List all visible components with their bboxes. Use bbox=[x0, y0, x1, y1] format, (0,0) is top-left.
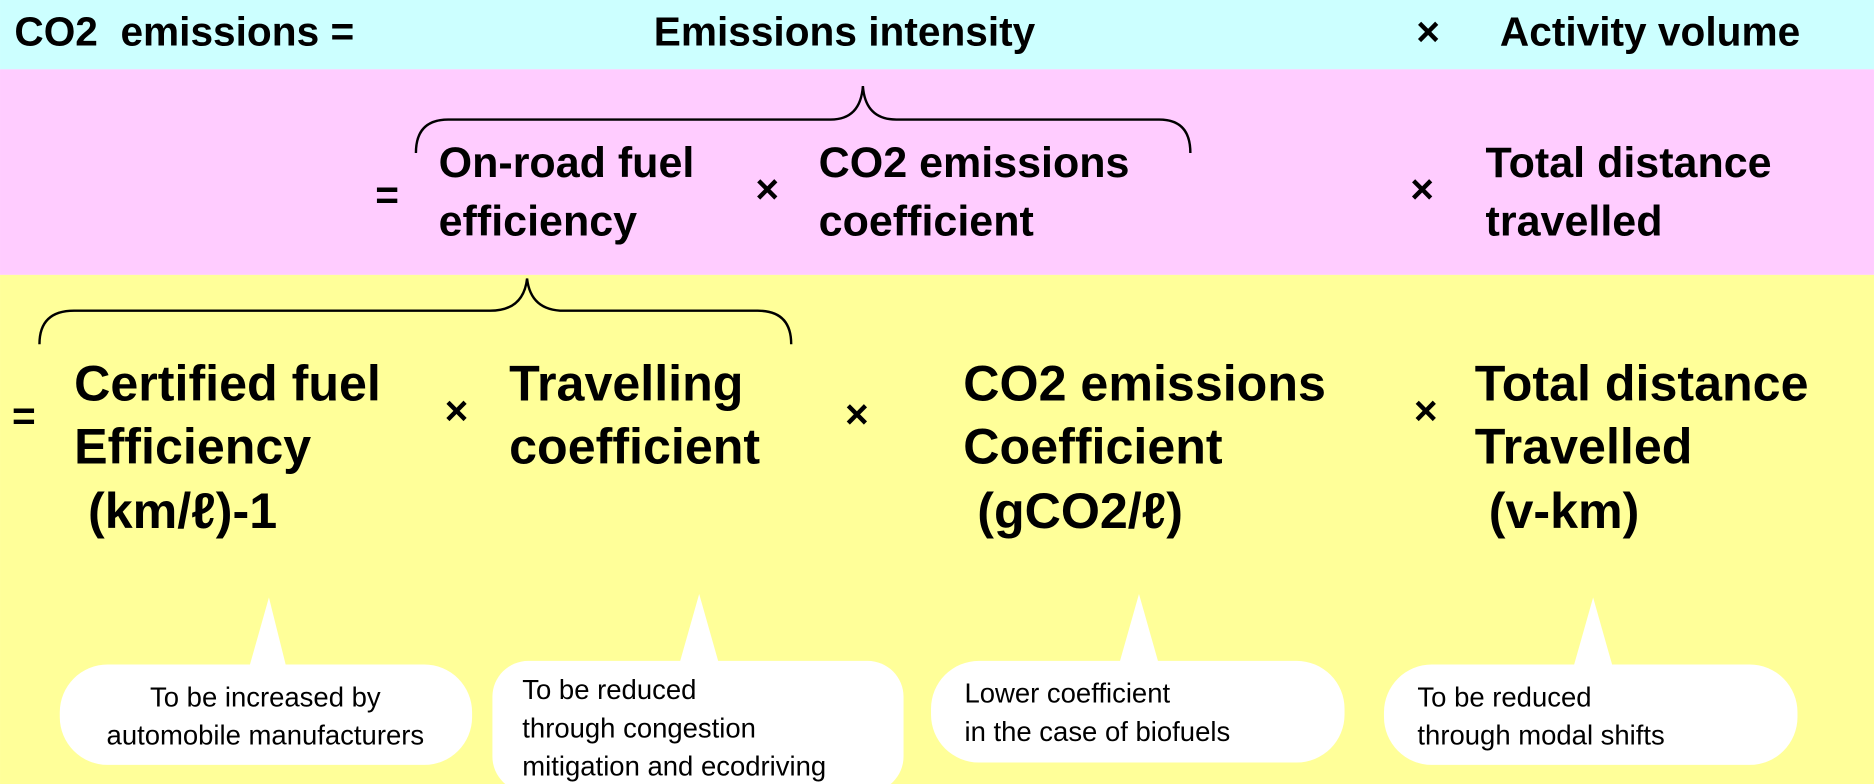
callout-text: automobile manufacturers bbox=[107, 720, 425, 751]
term: On-road fuel bbox=[439, 139, 695, 187]
callout-text: Lower coefficient bbox=[964, 678, 1170, 709]
term: coefficient bbox=[509, 419, 760, 475]
callout-pointer bbox=[248, 597, 287, 670]
times: × bbox=[755, 166, 779, 212]
term: (km/ℓ)-1 bbox=[74, 483, 277, 539]
term: travelled bbox=[1486, 197, 1663, 245]
lhs: CO2 emissions = bbox=[14, 8, 354, 54]
times: × bbox=[445, 387, 469, 433]
term: coefficient bbox=[819, 197, 1034, 245]
term: CO2 emissions bbox=[819, 139, 1130, 187]
callout-text: To be increased by bbox=[150, 681, 381, 712]
callout-text: To be reduced bbox=[1417, 681, 1591, 712]
callout-box bbox=[1383, 664, 1798, 765]
times: × bbox=[1416, 8, 1440, 54]
brace bbox=[38, 278, 793, 345]
term: Total distance bbox=[1486, 139, 1772, 187]
brace bbox=[414, 85, 1192, 153]
callout-text: through modal shifts bbox=[1417, 720, 1664, 751]
band-top bbox=[0, 0, 1874, 70]
callout-text: in the case of biofuels bbox=[964, 716, 1230, 747]
callout-pointer bbox=[1572, 597, 1614, 670]
activity: Activity volume bbox=[1500, 8, 1800, 54]
callout-pointer bbox=[1118, 593, 1160, 666]
term: CO2 emissions bbox=[963, 355, 1326, 411]
term: Certified fuel bbox=[74, 355, 381, 411]
callout-box bbox=[59, 664, 473, 765]
callout-text: mitigation and ecodriving bbox=[522, 751, 826, 782]
term: Total distance bbox=[1475, 355, 1809, 411]
band-middle bbox=[0, 69, 1874, 275]
equals: = bbox=[375, 172, 399, 218]
term: Coefficient bbox=[963, 419, 1223, 475]
term: Travelled bbox=[1475, 419, 1693, 475]
callout-text: through congestion bbox=[522, 712, 756, 743]
equals: = bbox=[12, 393, 36, 439]
term: Travelling bbox=[509, 355, 743, 411]
term: efficiency bbox=[439, 197, 638, 245]
term: Efficiency bbox=[74, 419, 311, 475]
callout-pointer bbox=[678, 593, 720, 666]
callouts bbox=[59, 593, 1798, 784]
times: × bbox=[845, 391, 869, 437]
intensity: Emissions intensity bbox=[654, 8, 1036, 54]
times: × bbox=[1414, 387, 1438, 433]
term: (v-km) bbox=[1475, 483, 1640, 539]
callout-text: To be reduced bbox=[522, 674, 696, 705]
callout-box bbox=[492, 660, 904, 784]
callout-box bbox=[931, 660, 1345, 763]
times: × bbox=[1410, 166, 1434, 212]
term: (gCO2/ℓ) bbox=[963, 483, 1183, 539]
